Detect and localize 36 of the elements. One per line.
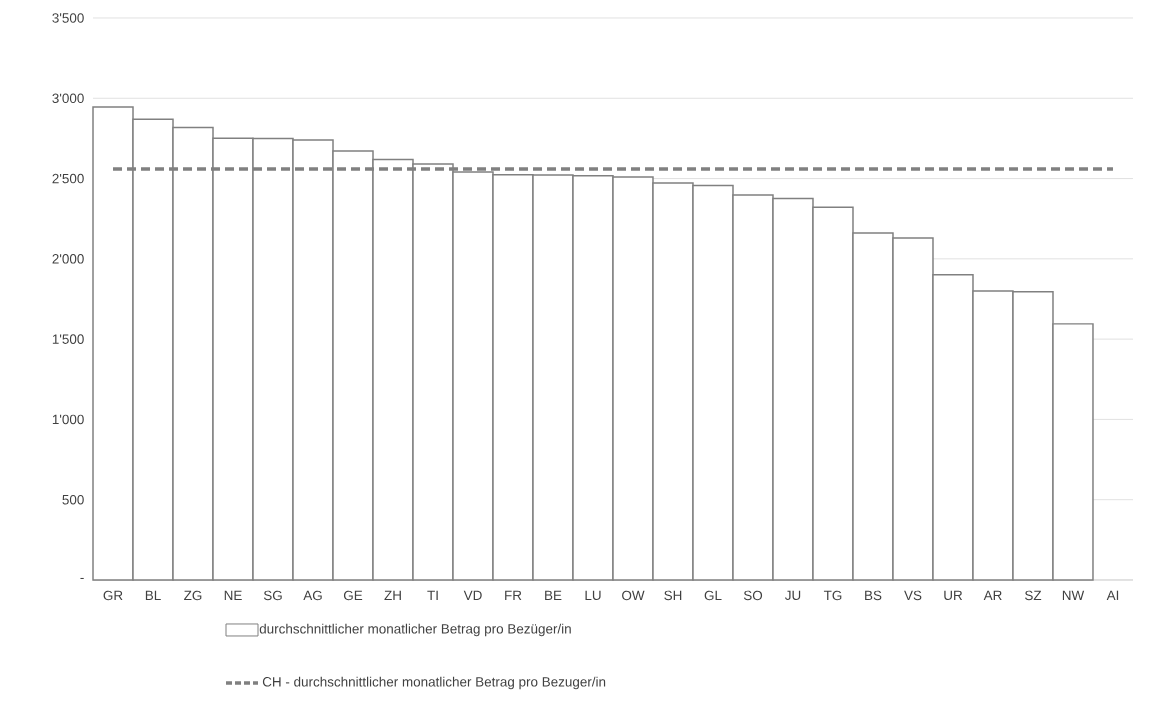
y-tick-label: 3'500 [52,13,84,23]
y-tick-label: 1'500 [52,334,84,344]
x-tick-label: VD [463,590,482,600]
x-tick-label: OW [622,590,645,601]
x-tick-label: SZ [1025,590,1042,601]
x-tick-label: BL [145,590,161,600]
legend-label: CH - durchschnittlicher monatlicher Betrag pro Bezuger/in [262,676,606,690]
x-tick-label: AR [983,590,1002,600]
x-tick-label: ZG [184,590,202,601]
x-tick-label: SH [664,590,682,601]
y-tick-label: 1'000 [52,414,84,425]
y-tick-label: - [80,577,84,579]
x-tick-label: NW [1062,590,1085,600]
y-tick-label: 2'500 [52,173,84,184]
legend-label: durchschnittlicher monatlicher Betrag pro Bezüger/in [259,623,571,637]
x-tick-label: VS [904,590,922,601]
x-tick-label: JU [784,590,801,601]
y-tick-label: 3'000 [52,93,84,104]
x-tick-label: GL [704,590,722,601]
x-tick-label: AG [303,590,322,601]
y-tick-label: 2'000 [52,254,84,264]
x-tick-label: TG [823,590,842,601]
x-tick-label: BE [545,590,562,600]
x-tick-label: ZH [384,590,401,600]
x-tick-label: TI [427,590,438,600]
x-tick-label: BS [865,590,882,601]
x-tick-label: LU [585,590,601,601]
x-tick-label: GR [103,590,123,601]
x-tick-label: SO [743,590,763,601]
x-tick-label: AI [1106,590,1119,600]
x-tick-label: GE [343,590,363,601]
x-tick-label: NE [224,590,242,600]
x-tick-label: UR [944,590,963,601]
y-tick-label: 500 [62,494,84,505]
x-tick-label: FR [505,590,522,600]
x-tick-label: SG [263,590,282,601]
